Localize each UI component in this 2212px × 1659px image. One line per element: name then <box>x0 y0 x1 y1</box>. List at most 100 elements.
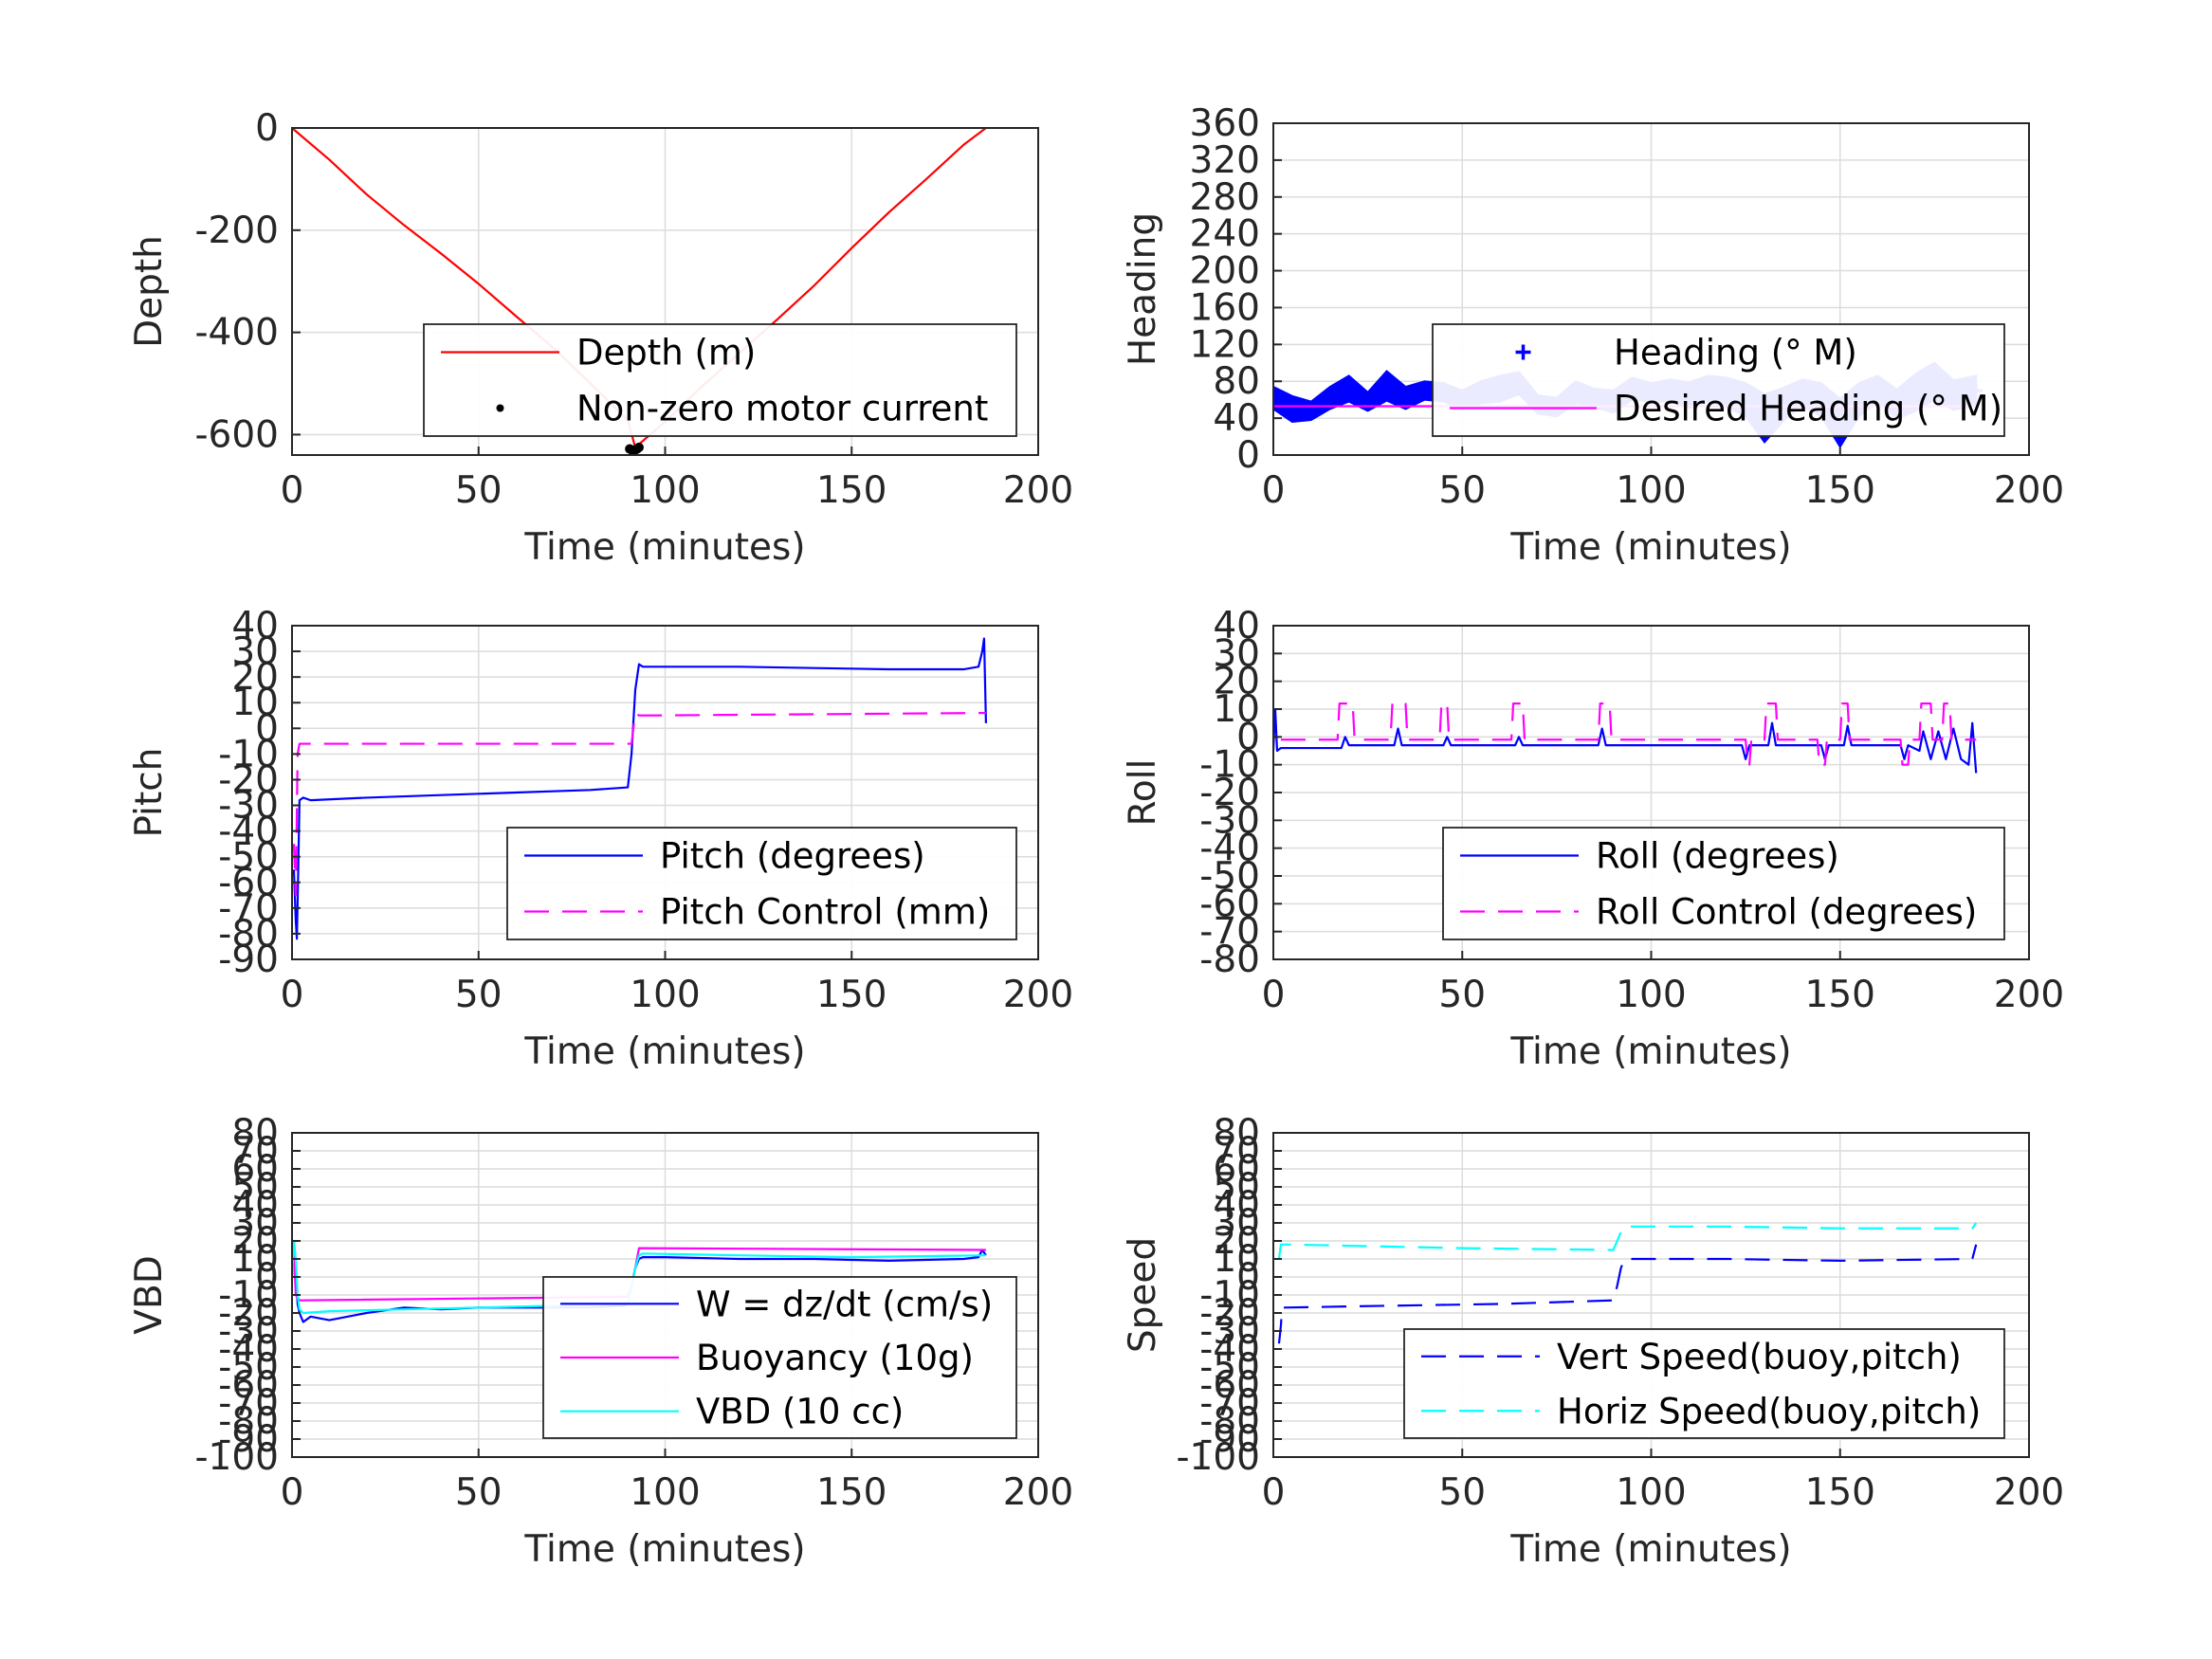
legend-label: Horiz Speed(buoy,pitch) <box>1557 1391 1981 1431</box>
y-tick-label: 320 <box>1190 139 1260 182</box>
y-tick-label: 60 <box>231 1148 279 1191</box>
x-tick-label: 50 <box>1438 974 1486 1016</box>
y-tick-label: -400 <box>194 312 279 355</box>
y-tick-label: 160 <box>1190 286 1260 329</box>
y-tick-label: 0 <box>255 707 279 750</box>
series-line-2 <box>1280 702 1977 766</box>
y-tick-label: -90 <box>218 1418 279 1461</box>
series-line-1 <box>292 637 988 940</box>
y-axis-label: Depth <box>128 235 171 348</box>
legend-label: Heading (° M) <box>1614 333 1857 374</box>
series-line-3 <box>292 1239 986 1315</box>
y-tick-label: -60 <box>218 1364 279 1407</box>
y-tick-label: 30 <box>231 630 279 673</box>
y-tick-label: -200 <box>194 210 279 252</box>
y-tick-label: 50 <box>231 1166 279 1209</box>
chart-panel-1: 0 50 100 150 200 0 -200 -400 -600 Time (minutes) D… <box>128 107 1073 569</box>
x-tick-label: 100 <box>630 469 700 512</box>
data-point <box>1273 391 1280 405</box>
x-tick-label: 150 <box>1805 974 1875 1016</box>
legend: W = dz/dt (cm/s) Buoyancy (10g) VBD (10 cc… <box>542 1276 1017 1439</box>
x-tick-label: 0 <box>281 974 304 1016</box>
x-tick-label: 200 <box>1994 1471 2064 1514</box>
y-tick-label: 60 <box>1213 1148 1260 1191</box>
data-point <box>1323 391 1337 405</box>
x-tick-label: 150 <box>1805 1471 1875 1514</box>
y-tick-label: -600 <box>194 413 279 456</box>
y-axis-label: Pitch <box>128 748 171 838</box>
y-tick-label: -60 <box>1199 883 1260 925</box>
y-tick-label: 20 <box>1213 661 1260 703</box>
y-tick-label: 70 <box>1213 1130 1260 1173</box>
y-tick-label: 200 <box>1190 250 1260 293</box>
x-tick-label: 150 <box>816 1471 887 1514</box>
y-tick-label: -10 <box>218 1274 279 1317</box>
y-tick-label: -20 <box>218 1292 279 1335</box>
y-tick-label: -70 <box>218 1382 279 1425</box>
x-tick-label: 50 <box>455 469 503 512</box>
y-tick-label: 0 <box>1236 716 1260 758</box>
series-line-1 <box>1273 707 1978 774</box>
y-tick-label: 10 <box>1213 1238 1260 1281</box>
legend-label: Non-zero motor current <box>576 389 988 429</box>
y-tick-label: -80 <box>218 1400 279 1443</box>
legend-label: Pitch Control (mm) <box>660 892 990 933</box>
y-tick-label: 0 <box>255 107 279 150</box>
x-tick-label: 200 <box>1003 974 1073 1016</box>
plot-area <box>292 637 988 940</box>
legend-box <box>1403 1328 2005 1439</box>
legend: Roll (degrees) Roll Control (degrees) <box>1442 827 2005 940</box>
y-tick-label: 10 <box>1213 688 1260 731</box>
y-tick-label: 40 <box>1213 605 1260 647</box>
y-tick-label: 20 <box>231 1220 279 1263</box>
y-tick-label: 120 <box>1190 323 1260 366</box>
legend-box <box>506 827 1017 940</box>
x-tick-label: 50 <box>455 974 503 1016</box>
x-tick-label: 200 <box>1994 974 2064 1016</box>
y-axis-label: Roll <box>1122 759 1164 827</box>
x-tick-label: 0 <box>281 469 304 512</box>
x-tick-label: 50 <box>1438 469 1486 512</box>
y-axis-label: Heading <box>1122 212 1164 366</box>
y-tick-label: -30 <box>218 1310 279 1353</box>
series-line-2 <box>1277 1222 1978 1260</box>
legend-label: Roll Control (degrees) <box>1596 892 1977 933</box>
y-tick-label: 280 <box>1190 176 1260 219</box>
legend: Heading (° M) Desired Heading (° M) <box>1432 323 2005 437</box>
y-tick-label: 0 <box>1236 434 1260 477</box>
x-tick-label: 100 <box>630 974 700 1016</box>
y-tick-label: -30 <box>1199 799 1260 842</box>
legend: Vert Speed(buoy,pitch) Horiz Speed(buoy,p… <box>1403 1328 2005 1439</box>
plot-area <box>292 128 987 455</box>
x-axis-label: Time (minutes) <box>523 1528 805 1571</box>
y-tick-label: -10 <box>218 733 279 775</box>
y-tick-label: -20 <box>218 758 279 801</box>
x-tick-label: 100 <box>1616 1471 1686 1514</box>
y-axis-label: VBD <box>128 1255 171 1334</box>
x-axis-label: Time (minutes) <box>1509 1528 1791 1571</box>
y-tick-label: 30 <box>1213 1202 1260 1245</box>
legend-box <box>1432 323 2005 437</box>
x-tick-label: 200 <box>1003 1471 1073 1514</box>
y-tick-label: 20 <box>231 656 279 699</box>
data-point <box>1398 391 1413 405</box>
legend: Depth (m) Non-zero motor current <box>423 323 1017 437</box>
chart-panel-5: 0 50 100 150 200-100-90-80-70-60-50-40-30-20… <box>128 1112 1073 1571</box>
legend-label: Buoyancy (10g) <box>696 1338 974 1378</box>
x-tick-label: 100 <box>1616 469 1686 512</box>
plot-area <box>1277 1222 1978 1344</box>
x-tick-label: 0 <box>1262 469 1286 512</box>
x-tick-label: 50 <box>1438 1471 1486 1514</box>
chart-panel-4: 0 50 100 150 200-80-70-60-50-40-30-20-100102… <box>1122 605 2064 1073</box>
y-tick-label: 40 <box>231 605 279 647</box>
y-tick-label: 240 <box>1190 213 1260 256</box>
y-tick-label: 30 <box>231 1202 279 1245</box>
chart-panel-2: 0 50 100 150 20004080120160200240280320360Ti… <box>1122 102 2064 569</box>
series-line-2 <box>292 711 986 897</box>
data-point <box>1380 379 1394 393</box>
data-point <box>1417 383 1432 397</box>
y-tick-label: -90 <box>218 939 279 981</box>
x-tick-label: 0 <box>281 1471 304 1514</box>
y-tick-label: 80 <box>1213 1112 1260 1155</box>
y-tick-label: -70 <box>1199 1382 1260 1425</box>
